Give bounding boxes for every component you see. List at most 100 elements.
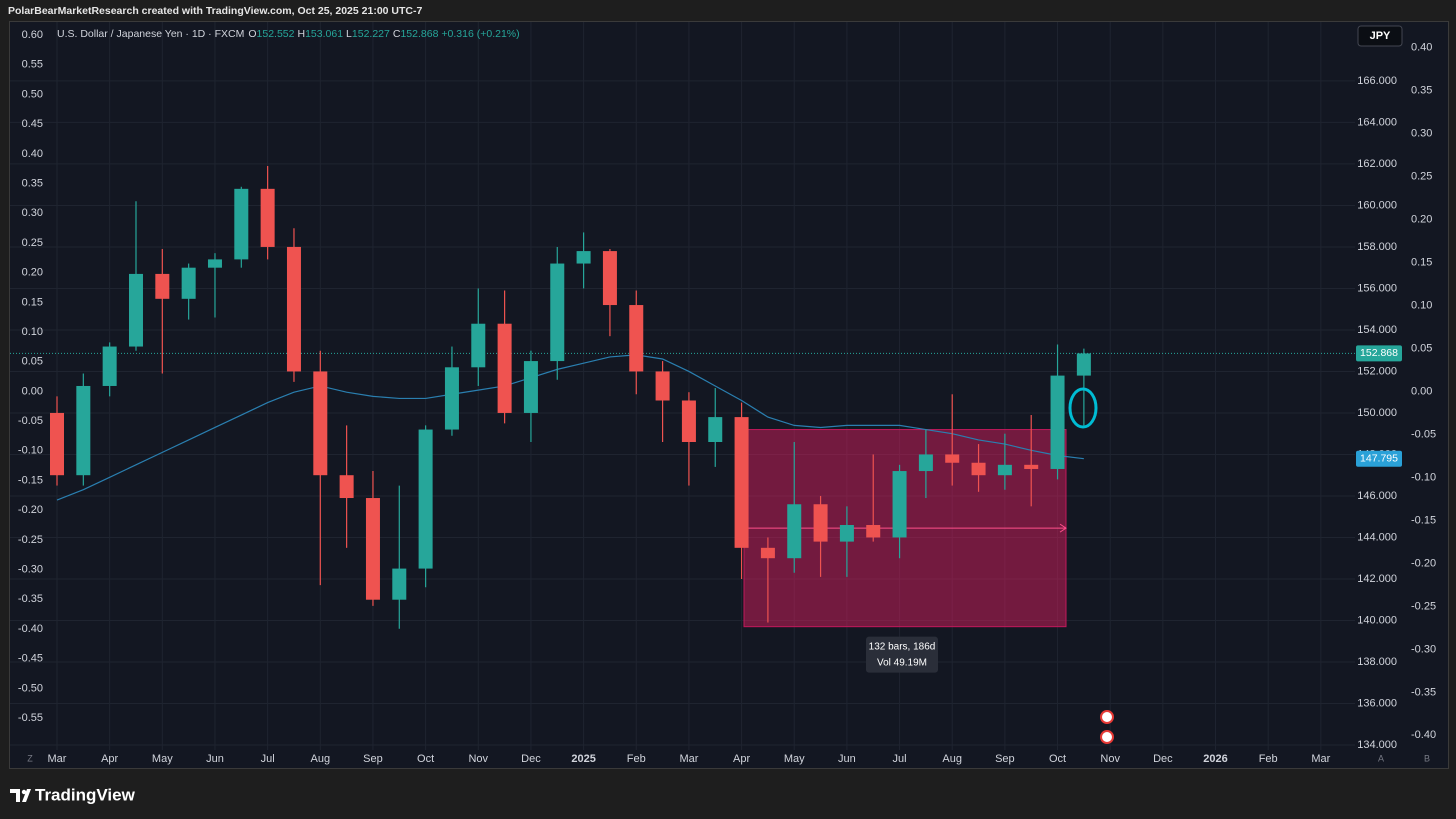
candle-body (392, 568, 407, 600)
corner-label: A (1378, 753, 1384, 763)
right-tick-label: -0.05 (1411, 428, 1436, 440)
x-tick-label: Mar (679, 753, 698, 765)
price-tick-label: 152.000 (1357, 365, 1397, 377)
legend-title: U.S. Dollar / Japanese Yen · 1D · FXCM (57, 28, 244, 40)
right-tick-label: -0.25 (1411, 600, 1436, 612)
right-tick-label: 0.30 (1411, 128, 1432, 140)
candle-body (602, 251, 617, 306)
x-tick-label: Jun (838, 753, 856, 765)
left-tick-label: -0.10 (18, 445, 43, 457)
candle-body (313, 371, 328, 476)
candle-body (418, 429, 433, 569)
price-tick-label: 162.000 (1357, 158, 1397, 170)
right-tick-label: -0.10 (1411, 471, 1436, 483)
x-tick-label: Dec (521, 753, 541, 765)
left-tick-label: 0.60 (22, 29, 43, 41)
price-tick-label: 134.000 (1357, 739, 1397, 751)
candle-body (523, 361, 538, 413)
moving-average (56, 354, 1084, 501)
legend-key: O (248, 28, 256, 40)
legend-value: 152.552 (257, 28, 295, 40)
right-tick-label: 0.20 (1411, 214, 1432, 226)
left-tick-label: -0.15 (18, 474, 43, 486)
annotation-circle (1068, 387, 1098, 429)
event-icon (1100, 710, 1114, 724)
measure-label-box (866, 636, 938, 673)
currency-box[interactable] (1357, 25, 1403, 47)
x-tick-label: Jul (261, 753, 275, 765)
right-tick-label: -0.30 (1411, 643, 1436, 655)
price-tick-label: 144.000 (1357, 531, 1397, 543)
right-tick-label: -0.20 (1411, 557, 1436, 569)
x-tick-label: Oct (417, 753, 434, 765)
left-tick-label: 0.15 (22, 296, 43, 308)
price-badge (1356, 450, 1402, 467)
event-icon (1100, 730, 1114, 744)
left-tick-label: 0.05 (22, 356, 43, 368)
candle-body (76, 385, 91, 476)
right-tick-label: 0.35 (1411, 85, 1432, 97)
x-tick-label: Feb (1259, 753, 1278, 765)
candle-body (655, 371, 670, 401)
candle-body (787, 504, 802, 559)
x-tick-label: Aug (942, 753, 962, 765)
price-badge-label: 152.868 (1360, 347, 1398, 359)
candle-body (839, 525, 854, 542)
candle-body (1050, 375, 1065, 469)
x-tick-label: May (152, 753, 173, 765)
candle-body (629, 305, 644, 372)
price-tick-label: 140.000 (1357, 614, 1397, 626)
price-tick-label: 150.000 (1357, 407, 1397, 419)
right-tick-label: -0.40 (1411, 729, 1436, 741)
left-tick-label: -0.30 (18, 564, 43, 576)
chart-panel (9, 21, 1449, 769)
legend-value: 152.868 (400, 28, 438, 40)
x-tick-label: 2026 (1203, 753, 1227, 765)
price-tick-label: 156.000 (1357, 282, 1397, 294)
left-tick-label: -0.50 (18, 682, 43, 694)
candle-body (471, 323, 486, 368)
x-tick-label: Apr (101, 753, 118, 765)
measure-arrowhead (1059, 523, 1067, 533)
candle-body (760, 547, 775, 559)
price-tick-label: 158.000 (1357, 241, 1397, 253)
candle-body (128, 273, 143, 347)
candle-body (444, 367, 459, 430)
price-tick-label: 160.000 (1357, 199, 1397, 211)
x-tick-label: Dec (1153, 753, 1173, 765)
credit: PolarBearMarketResearch created with Tra… (8, 5, 423, 17)
candle-body (155, 273, 170, 299)
candle-body (576, 251, 591, 264)
candle-body (286, 246, 301, 372)
x-tick-label: Jul (893, 753, 907, 765)
price-tick-label: 138.000 (1357, 656, 1397, 668)
left-tick-label: 0.55 (22, 59, 43, 71)
corner-label: B (1424, 753, 1430, 763)
candle-body (918, 454, 933, 472)
left-tick-label: -0.40 (18, 623, 43, 635)
left-tick-label: 0.45 (22, 118, 43, 130)
x-tick-label: Mar (48, 753, 67, 765)
left-tick-label: 0.10 (22, 326, 43, 338)
x-tick-label: Nov (1100, 753, 1120, 765)
x-tick-label: Sep (363, 753, 383, 765)
right-tick-label: 0.40 (1411, 42, 1432, 54)
candle-body (708, 417, 723, 443)
candle-body (734, 417, 749, 548)
x-tick-label: Mar (1311, 753, 1330, 765)
right-tick-label: -0.35 (1411, 686, 1436, 698)
candle-body (997, 464, 1012, 476)
price-tick-label: 136.000 (1357, 697, 1397, 709)
left-tick-label: -0.25 (18, 534, 43, 546)
left-tick-label: 0.50 (22, 88, 43, 100)
left-tick-label: 0.40 (22, 148, 43, 160)
left-tick-label: 0.30 (22, 207, 43, 219)
candle-body (813, 504, 828, 542)
left-tick-label: -0.55 (18, 712, 43, 724)
legend-value: 152.227 (352, 28, 390, 40)
candle-body (365, 498, 380, 600)
legend-change: +0.316 (+0.21%) (441, 28, 519, 40)
left-tick-label: -0.35 (18, 593, 43, 605)
x-tick-label: Feb (627, 753, 646, 765)
